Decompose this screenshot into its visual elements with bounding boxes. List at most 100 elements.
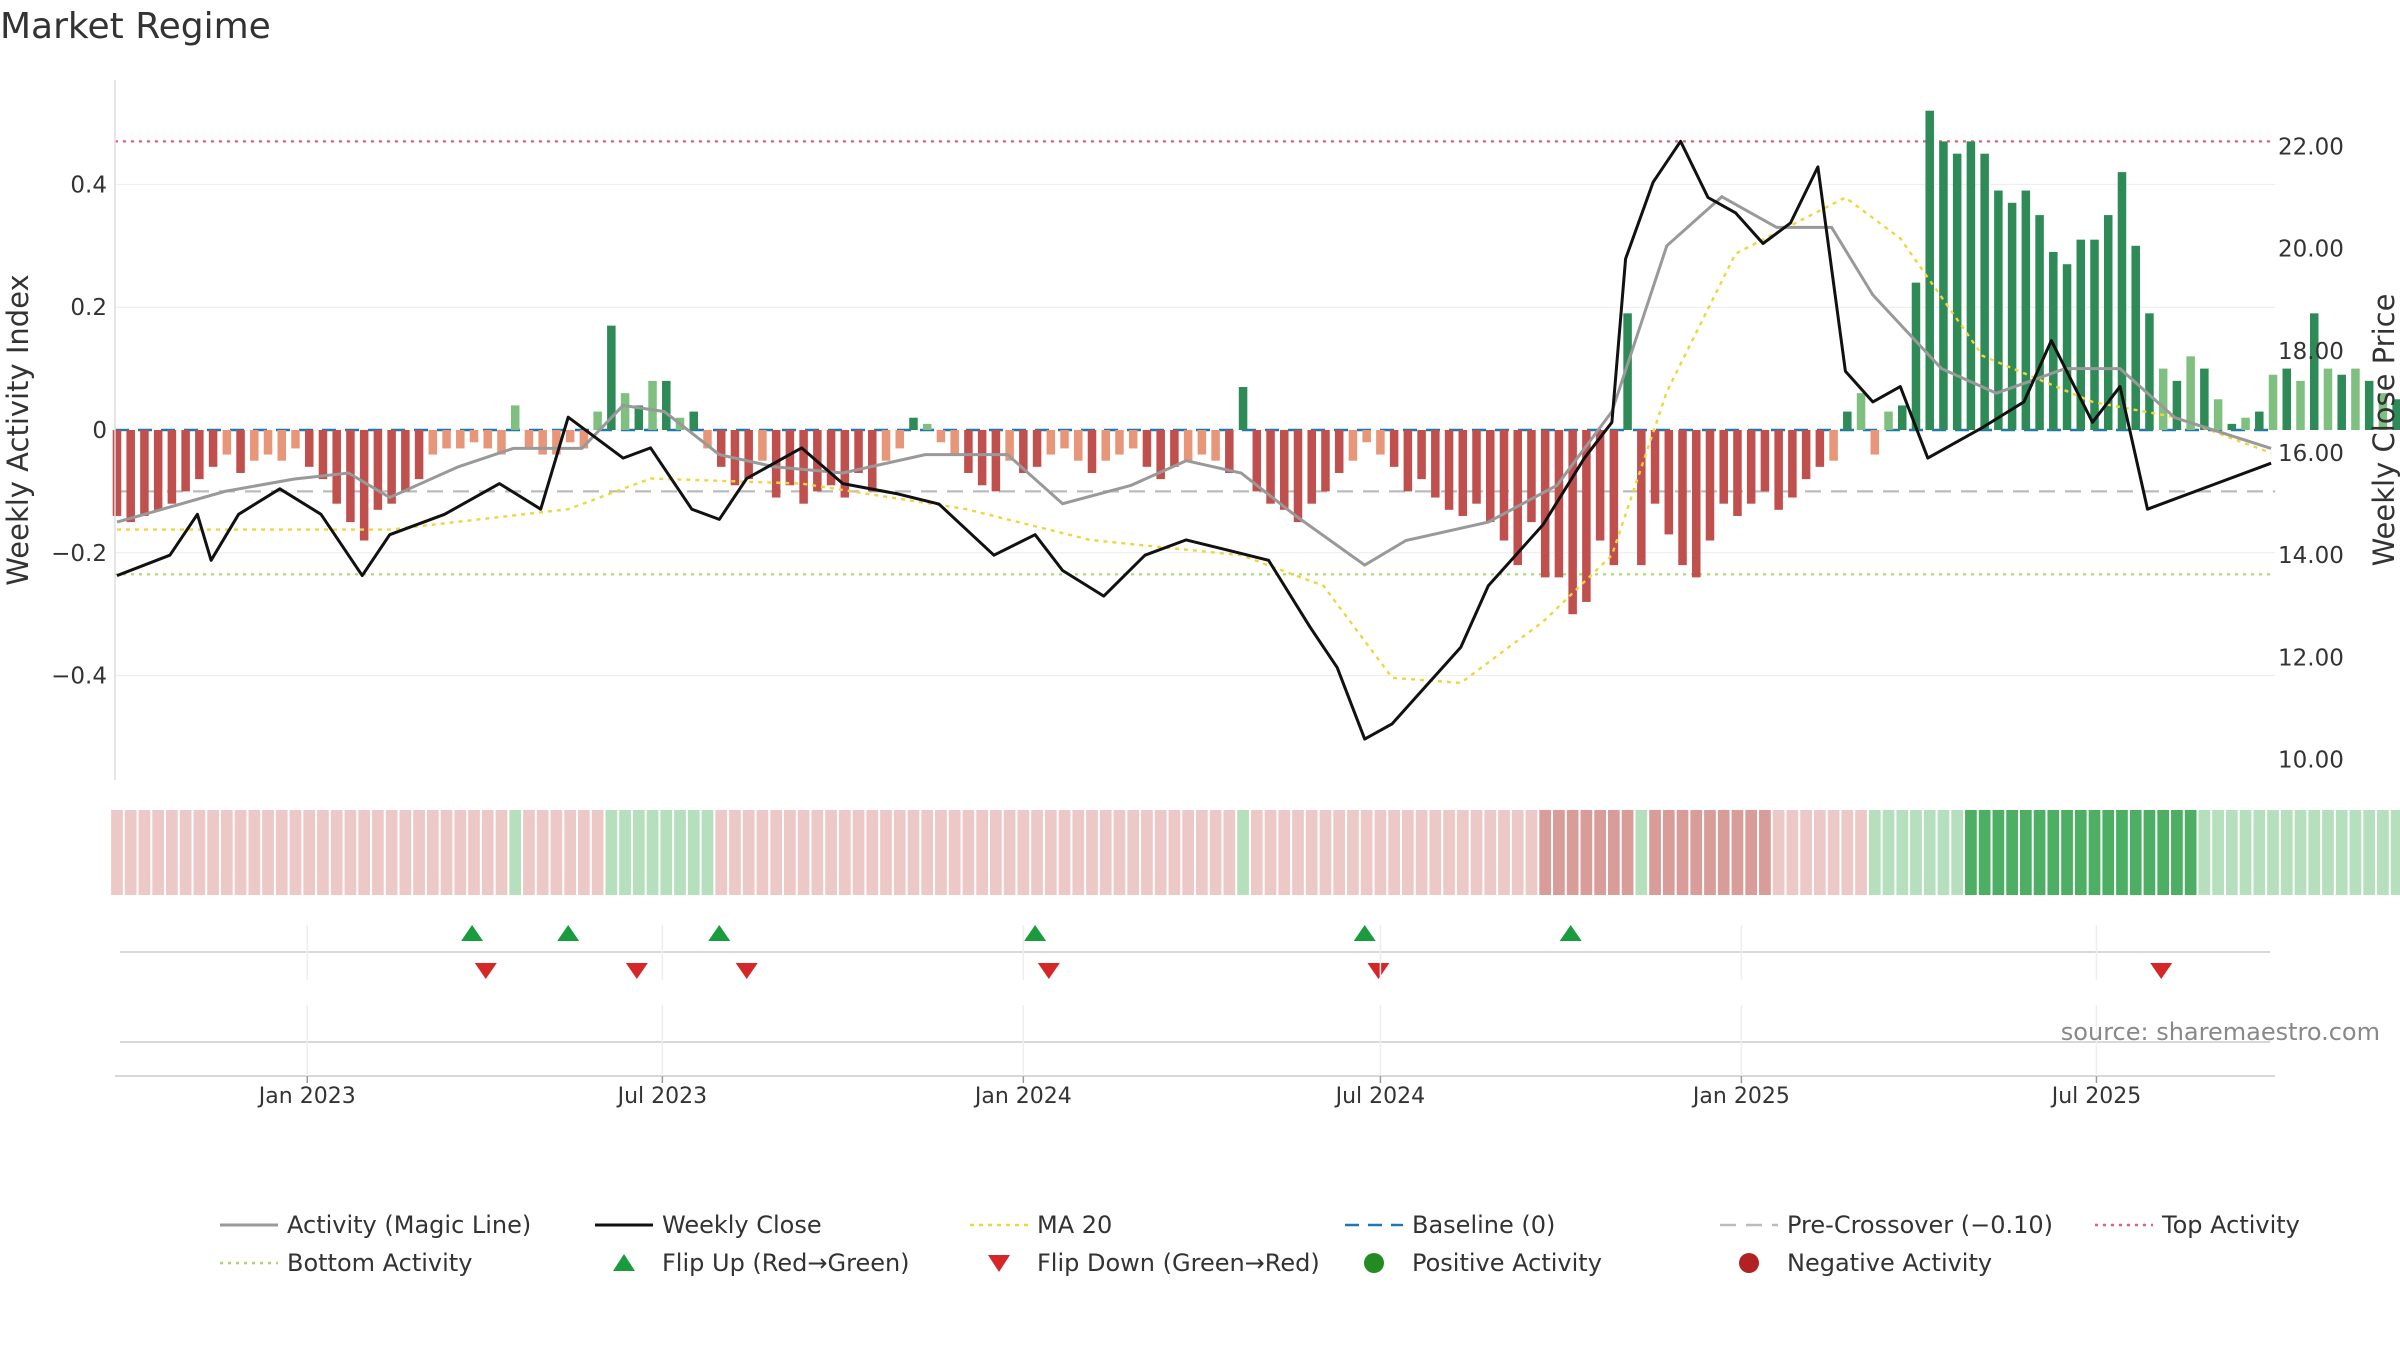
y-right-tick-label: 22.00 [2278, 134, 2344, 160]
regime-cell [1058, 810, 1071, 895]
regime-cell [838, 810, 851, 895]
flip-up-marker [1353, 925, 1376, 941]
regime-cell [880, 810, 892, 895]
regime-cell [591, 810, 604, 895]
regime-cell [550, 810, 563, 895]
regime-cell [701, 810, 714, 895]
activity-bar [469, 430, 479, 443]
activity-bar [1897, 405, 1907, 430]
activity-bar [1815, 430, 1825, 467]
flip-down-marker [474, 963, 497, 979]
activity-bar [318, 430, 328, 480]
regime-cell [2102, 810, 2115, 895]
legend-label: Pre-Crossover (−0.10) [1787, 1211, 2053, 1239]
legend-label: Flip Down (Green→Red) [1037, 1249, 1320, 1277]
regime-cell [138, 810, 151, 895]
activity-bar [2392, 399, 2400, 430]
regime-cell [2363, 810, 2376, 895]
regime-cell [124, 810, 137, 895]
activity-bar [1087, 430, 1097, 473]
activity-bar [1238, 387, 1248, 430]
activity-bar [2364, 380, 2374, 430]
activity-bar [1678, 430, 1687, 566]
activity-bar [359, 430, 369, 541]
flip-up-marker [557, 925, 580, 941]
activity-bar [840, 430, 850, 498]
activity-bar [1966, 141, 1976, 430]
regime-cell [646, 810, 659, 895]
regime-cell [797, 810, 810, 895]
activity-bar [1623, 313, 1632, 430]
regime-cell [2253, 810, 2266, 895]
regime-cell [193, 810, 206, 895]
regime-cell [1800, 810, 1812, 895]
regime-cell [1868, 810, 1881, 895]
regime-cell [605, 810, 618, 895]
regime-cell [1347, 810, 1359, 895]
activity-bar [1128, 430, 1138, 449]
flip-up-marker [1024, 925, 1047, 941]
activity-bar [1280, 430, 1289, 510]
activity-bar [373, 430, 383, 510]
activity-bar [1115, 430, 1124, 455]
legend-label: Negative Activity [1787, 1249, 1992, 1277]
regime-cell [1264, 810, 1277, 895]
regime-cell [2280, 810, 2293, 895]
y-axis-label-left: Weekly Activity Index [1, 274, 35, 585]
regime-cell [317, 810, 329, 895]
activity-bar [909, 417, 918, 430]
activity-bar [620, 393, 630, 430]
regime-cell [1072, 810, 1085, 895]
y-left-tick-label: 0 [92, 418, 107, 444]
regime-cell [1566, 810, 1579, 895]
activity-bar [1870, 430, 1880, 455]
activity-bar [1444, 430, 1454, 510]
regime-cell [2047, 810, 2060, 895]
y-right-tick-label: 10.00 [2278, 748, 2344, 774]
activity-bar [579, 430, 589, 449]
regime-cell [2116, 810, 2128, 895]
activity-bar [1760, 430, 1770, 492]
reference-lines [115, 140, 2275, 576]
activity-bar [1568, 430, 1577, 615]
activity-bar [922, 423, 932, 430]
flip-up-marker [461, 925, 484, 941]
regime-cell [179, 810, 192, 895]
regime-cell [1333, 810, 1346, 895]
activity-bar [1527, 430, 1536, 523]
regime-cell [1292, 810, 1304, 895]
activity-bar [1733, 430, 1742, 516]
activity-bar [2241, 417, 2250, 430]
activity-bar [1458, 430, 1468, 516]
regime-cell [111, 810, 123, 895]
activity-bar [414, 430, 424, 480]
regime-cell [893, 810, 906, 895]
activity-bar [854, 430, 863, 473]
regime-cell [1127, 810, 1140, 895]
activity-bar [222, 430, 232, 455]
y-axis-label-right: Weekly Close Price [2367, 294, 2400, 567]
activity-bar [497, 430, 506, 455]
activity-bar [2296, 380, 2305, 430]
flip-down-marker [735, 963, 758, 979]
activity-bar [2090, 239, 2099, 430]
activity-bar [689, 411, 699, 430]
y-left-tick-label: −0.4 [51, 664, 107, 690]
activity-bar [112, 430, 122, 516]
regime-cell [523, 810, 535, 895]
activity-bar [1540, 430, 1550, 578]
regime-cell [1992, 810, 2005, 895]
activity-bar [1911, 282, 1921, 430]
activity-bar [868, 430, 877, 492]
activity-bar [1952, 153, 1962, 430]
activity-bar [456, 430, 465, 449]
regime-cell [1594, 810, 1606, 895]
activity-bar [1101, 430, 1110, 461]
regime-cell [1250, 810, 1263, 895]
regime-cell [1951, 810, 1964, 895]
activity-bar [2117, 172, 2127, 430]
activity-bar [1980, 153, 1989, 430]
activity-bar [703, 430, 712, 449]
activity-bar [565, 430, 575, 443]
activity-bar [1156, 430, 1165, 480]
